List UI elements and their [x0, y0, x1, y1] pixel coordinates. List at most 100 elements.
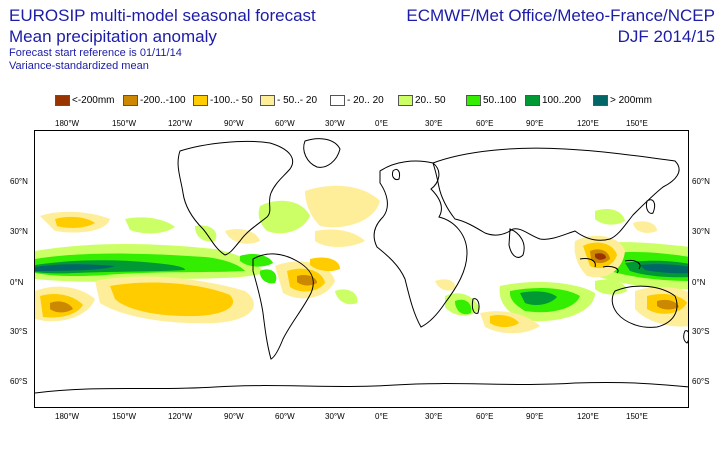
- latitude-label: 60°N: [692, 177, 710, 186]
- longitude-label: 180°W: [55, 412, 80, 421]
- coastlines: [35, 138, 688, 394]
- longitude-label: 150°W: [112, 412, 137, 421]
- longitude-label: 150°E: [626, 119, 648, 128]
- season-label: DJF 2014/15: [617, 27, 715, 46]
- legend-item: - 20.. 20: [330, 93, 384, 107]
- legend-swatch: [593, 94, 608, 106]
- s-atlantic-wet: [335, 289, 358, 305]
- legend-item: > 200mm: [593, 93, 652, 107]
- map-title: EUROSIP multi-model seasonal forecast: [9, 6, 316, 25]
- legend-label: 20.. 50: [415, 94, 446, 106]
- legend-label: 50..100: [483, 94, 517, 106]
- eq-atlantic-dry: [310, 257, 340, 272]
- legend-swatch: [330, 94, 345, 106]
- legend-item: -100..- 50: [193, 93, 253, 107]
- caribbean-wet: [240, 253, 273, 267]
- europe-africa-coast: [373, 160, 468, 328]
- india-coast: [508, 228, 525, 258]
- n-pacific-wet: [125, 217, 175, 234]
- longitude-label: 60°W: [275, 412, 295, 421]
- longitude-label: 150°E: [626, 412, 648, 421]
- legend-label: > 200mm: [610, 94, 652, 106]
- sw-pacific-dry-strong: [50, 301, 73, 313]
- legend-label: -100..- 50: [210, 94, 253, 106]
- legend-swatch: [525, 94, 540, 106]
- legend-item: 20.. 50: [398, 93, 446, 107]
- legend-label: -200..-100: [140, 94, 186, 106]
- legend-swatch: [123, 94, 138, 106]
- longitude-label: 30°W: [325, 119, 345, 128]
- subtropical-atlantic-dry: [315, 229, 365, 247]
- longitude-label: 60°W: [275, 119, 295, 128]
- us-south-dry: [225, 229, 260, 244]
- longitude-label: 180°W: [55, 119, 80, 128]
- latitude-label: 30°S: [692, 327, 710, 336]
- longitude-label: 150°W: [112, 119, 137, 128]
- ne-pacific-wet: [195, 225, 217, 242]
- longitude-label: 60°E: [476, 412, 494, 421]
- legend-swatch: [398, 94, 413, 106]
- map-canvas: [35, 138, 688, 394]
- indian-ocean-wet-strong: [520, 291, 557, 305]
- maritime-dry-extreme: [595, 253, 606, 260]
- longitude-label: 120°E: [577, 412, 599, 421]
- south-america-coast: [252, 253, 314, 360]
- australia-coast: [611, 285, 678, 328]
- latitude-label: 60°N: [10, 177, 28, 186]
- legend-item: 100..200: [525, 93, 581, 107]
- se-asia-dry: [633, 221, 657, 233]
- japan-coast: [646, 199, 656, 214]
- legend-label: - 20.. 20: [347, 94, 384, 106]
- longitude-label: 30°E: [425, 412, 443, 421]
- longitude-label: 0°E: [375, 119, 388, 128]
- nz-coast: [683, 330, 688, 344]
- longitude-label: 120°W: [168, 119, 193, 128]
- longitude-label: 90°E: [526, 412, 544, 421]
- legend-swatch: [193, 94, 208, 106]
- data-centres: ECMWF/Met Office/Meteo-France/NCEP: [406, 6, 715, 25]
- w-pacific-wet-extreme: [640, 264, 688, 274]
- latitude-label: 0°N: [692, 278, 706, 287]
- maritime-islands: [579, 258, 641, 274]
- map-subtitle: Mean precipitation anomaly: [9, 27, 217, 46]
- legend-item: - 50..- 20: [260, 93, 317, 107]
- legend-swatch: [466, 94, 481, 106]
- longitude-label: 30°E: [425, 119, 443, 128]
- pacific-wet-extreme: [35, 264, 115, 271]
- latitude-label: 60°S: [10, 377, 28, 386]
- mozambique-wet: [455, 299, 472, 315]
- latitude-label: 0°N: [10, 278, 24, 287]
- latitude-label: 60°S: [692, 377, 710, 386]
- legend-label: 100..200: [542, 94, 581, 106]
- longitude-label: 90°W: [224, 412, 244, 421]
- greenland-coast: [303, 138, 341, 168]
- longitude-label: 120°W: [168, 412, 193, 421]
- longitude-label: 90°W: [224, 119, 244, 128]
- longitude-label: 0°E: [375, 412, 388, 421]
- longitude-label: 90°E: [526, 119, 544, 128]
- amazon-wet: [259, 269, 277, 284]
- longitude-label: 30°W: [325, 412, 345, 421]
- horn-africa-dry: [435, 279, 456, 291]
- latitude-label: 30°N: [10, 227, 28, 236]
- legend-label: - 50..- 20: [277, 94, 318, 106]
- n-atlantic-dry: [305, 185, 380, 228]
- s-indian-dry: [490, 314, 519, 328]
- latitude-label: 30°N: [692, 227, 710, 236]
- legend-label: <-200mm: [72, 94, 115, 106]
- legend-swatch: [55, 94, 70, 106]
- variance-note: Variance-standardized mean: [9, 60, 149, 72]
- legend-swatch: [260, 94, 275, 106]
- se-asia-wet: [595, 209, 625, 225]
- precipitation-anomaly-map: [34, 130, 689, 408]
- latitude-label: 30°S: [10, 327, 28, 336]
- asia-coast: [432, 147, 680, 241]
- legend-item: -200..-100: [123, 93, 186, 107]
- n-pacific-dry-core: [55, 216, 95, 228]
- forecast-reference: Forecast start reference is 01/11/14: [9, 47, 182, 59]
- aus-north-wet: [595, 279, 627, 295]
- legend-item: <-200mm: [55, 93, 115, 107]
- legend-item: 50..100: [466, 93, 516, 107]
- uk-coast: [392, 168, 400, 180]
- s-pacific-dry-mid: [110, 282, 234, 317]
